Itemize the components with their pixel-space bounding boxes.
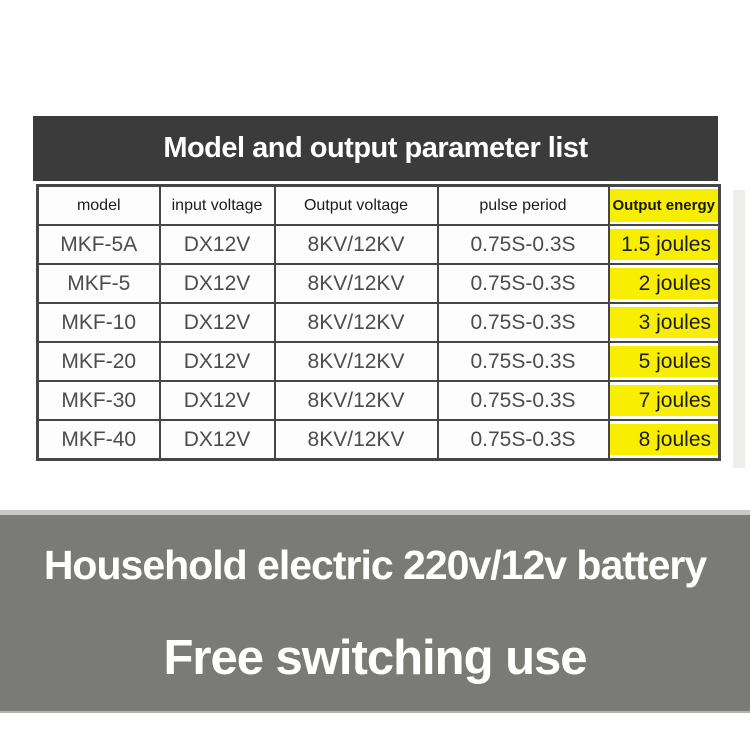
cell-input-voltage: DX12V: [158, 263, 276, 304]
cell-output-energy: 8 joules: [607, 419, 721, 461]
header-cell-model: model: [36, 184, 161, 226]
cell-output-energy: 1.5 joules: [607, 224, 721, 265]
cell-output-energy: 2 joules: [607, 263, 721, 304]
header-cell-output-voltage: Output voltage: [273, 184, 439, 226]
cell-model: MKF-10: [36, 302, 161, 343]
header-cell-output-energy: Output energy: [607, 184, 721, 226]
cell-input-voltage: DX12V: [158, 419, 276, 461]
table-row: MKF-5A DX12V 8KV/12KV 0.75S-0.3S 1.5 jou…: [36, 224, 721, 265]
banner-line-1: Household electric 220v/12v battery: [43, 542, 707, 588]
cell-pulse-period: 0.75S-0.3S: [436, 380, 610, 421]
cell-output-voltage: 8KV/12KV: [273, 302, 439, 343]
cell-pulse-period: 0.75S-0.3S: [436, 224, 610, 265]
cell-model: MKF-5A: [36, 224, 161, 265]
cell-output-energy: 5 joules: [607, 341, 721, 382]
table-title: Model and output parameter list: [163, 132, 588, 164]
cell-input-voltage: DX12V: [158, 224, 276, 265]
banner-line-2: Free switching use: [163, 631, 587, 685]
cell-pulse-period: 0.75S-0.3S: [436, 341, 610, 382]
cell-pulse-period: 0.75S-0.3S: [436, 263, 610, 304]
photo-edge-shadow: [733, 190, 745, 468]
header-cell-input-voltage: input voltage: [158, 184, 276, 226]
table-title-bar: Model and output parameter list: [33, 116, 718, 181]
cell-pulse-period: 0.75S-0.3S: [436, 302, 610, 343]
table-row: MKF-20 DX12V 8KV/12KV 0.75S-0.3S 5 joule…: [36, 341, 721, 382]
header-cell-pulse-period: pulse period: [436, 184, 610, 226]
cell-input-voltage: DX12V: [158, 341, 276, 382]
cell-output-voltage: 8KV/12KV: [273, 380, 439, 421]
cell-model: MKF-20: [36, 341, 161, 382]
table-header-row: model input voltage Output voltage pulse…: [36, 184, 721, 226]
table-row: MKF-40 DX12V 8KV/12KV 0.75S-0.3S 8 joule…: [36, 419, 721, 461]
cell-input-voltage: DX12V: [158, 302, 276, 343]
cell-model: MKF-30: [36, 380, 161, 421]
table-row: MKF-5 DX12V 8KV/12KV 0.75S-0.3S 2 joules: [36, 263, 721, 304]
cell-output-voltage: 8KV/12KV: [273, 341, 439, 382]
cell-output-energy: 7 joules: [607, 380, 721, 421]
table-row: MKF-10 DX12V 8KV/12KV 0.75S-0.3S 3 joule…: [36, 302, 721, 343]
table-row: MKF-30 DX12V 8KV/12KV 0.75S-0.3S 7 joule…: [36, 380, 721, 421]
cell-output-voltage: 8KV/12KV: [273, 263, 439, 304]
cell-output-energy: 3 joules: [607, 302, 721, 343]
cell-output-voltage: 8KV/12KV: [273, 224, 439, 265]
bottom-banner: Household electric 220v/12v battery Free…: [0, 510, 750, 713]
cell-pulse-period: 0.75S-0.3S: [436, 419, 610, 461]
cell-input-voltage: DX12V: [158, 380, 276, 421]
cell-model: MKF-5: [36, 263, 161, 304]
cell-output-voltage: 8KV/12KV: [273, 419, 439, 461]
spec-table: model input voltage Output voltage pulse…: [36, 184, 721, 461]
cell-model: MKF-40: [36, 419, 161, 461]
